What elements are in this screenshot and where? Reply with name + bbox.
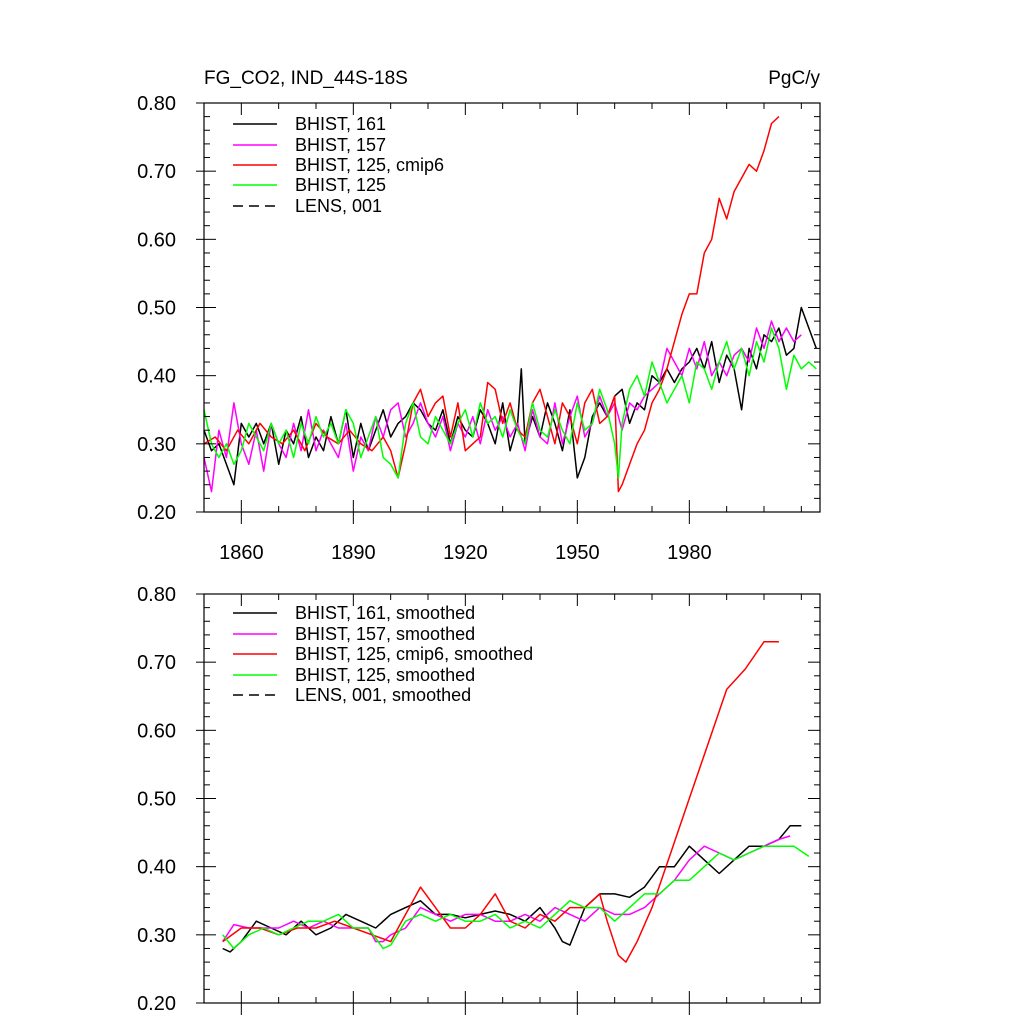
series-line <box>203 116 780 493</box>
top-plot-area: 0.20 0.30 0.40 0.50 0.60 0.70 0.80 1860 1890 1920… <box>137 93 821 564</box>
x-tick-label: 1920 <box>443 542 488 564</box>
legend-label: BHIST, 161 <box>295 114 386 134</box>
y-tick-label: 0.50 <box>137 789 176 811</box>
x-tick-label: 1950 <box>555 542 600 564</box>
y-tick-label: 0.20 <box>137 993 176 1015</box>
series-line <box>203 320 802 493</box>
series-line <box>222 640 779 963</box>
legend-label: BHIST, 125, smoothed <box>295 665 475 685</box>
y-tick-label: 0.70 <box>137 652 176 674</box>
y-tick-label: 0.50 <box>137 298 176 320</box>
legend-label: LENS, 001, smoothed <box>295 685 471 705</box>
legend-label: BHIST, 125, cmip6 <box>295 155 444 175</box>
chart-title-left: FG_CO2, IND_44S-18S <box>204 68 408 89</box>
y-tick-label: 0.60 <box>137 229 176 251</box>
x-tick-label: 1860 <box>219 542 264 564</box>
y-tick-label: 0.40 <box>137 366 176 388</box>
y-tick-label: 0.80 <box>137 584 176 606</box>
series-line <box>222 835 791 943</box>
top-legend: BHIST, 161 BHIST, 157 BHIST, 125, cmip6 … <box>233 114 444 216</box>
x-tick-label: 1980 <box>667 542 712 564</box>
y-tick-label: 0.80 <box>137 93 176 115</box>
chart-units-label: PgC/y <box>768 68 820 89</box>
y-tick-label: 0.70 <box>137 161 176 183</box>
top-panel: FG_CO2, IND_44S-18S PgC/y 0.200.300.400.… <box>137 68 821 564</box>
legend-label: BHIST, 157 <box>295 135 386 155</box>
legend-label: BHIST, 161, smoothed <box>295 603 475 623</box>
y-tick-label: 0.20 <box>137 502 176 524</box>
series-line <box>222 845 810 950</box>
y-tick-label: 0.60 <box>137 720 176 742</box>
legend-label: LENS, 001 <box>295 196 382 216</box>
legend-label: BHIST, 125 <box>295 175 386 195</box>
y-tick-label: 0.40 <box>137 857 176 879</box>
y-tick-label: 0.30 <box>137 434 176 456</box>
legend-label: BHIST, 125, cmip6, smoothed <box>295 644 533 664</box>
y-tick-label: 0.30 <box>137 925 176 947</box>
bottom-panel: 0.20 0.30 0.40 0.50 0.60 0.70 0.80 BHIST, 161,… <box>137 584 821 1015</box>
bottom-plot-area: 0.20 0.30 0.40 0.50 0.60 0.70 0.80 <box>137 584 821 1015</box>
bottom-legend: BHIST, 161, smoothed BHIST, 157, smoothe… <box>233 603 533 705</box>
legend-label: BHIST, 157, smoothed <box>295 624 475 644</box>
x-tick-label: 1890 <box>331 542 376 564</box>
series-line <box>203 306 818 486</box>
series-line <box>203 327 817 479</box>
